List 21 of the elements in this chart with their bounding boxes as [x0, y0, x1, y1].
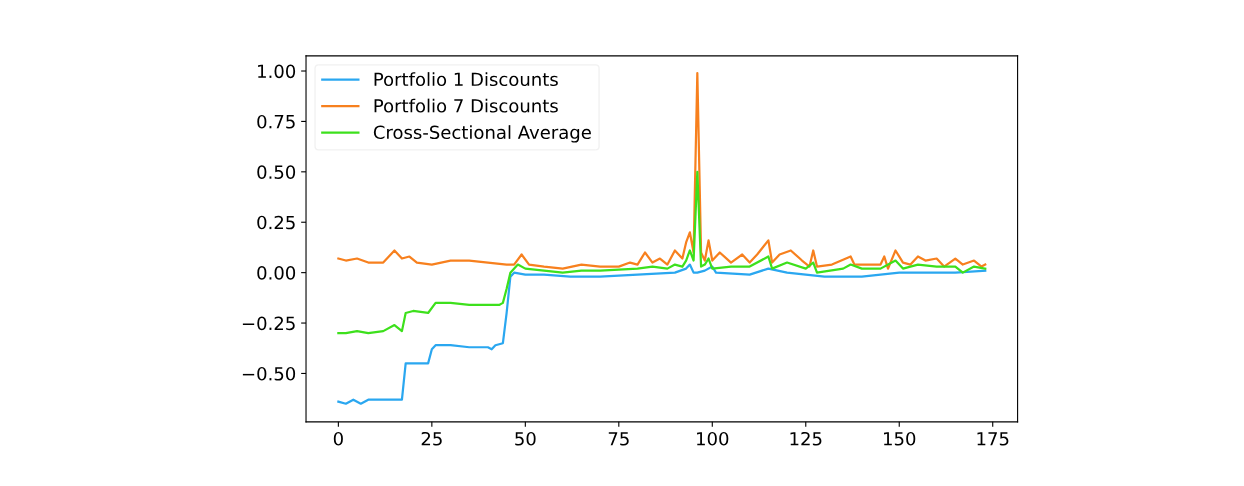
x-tick-label: 100: [697, 431, 729, 446]
y-tick-label: 1.00: [258, 64, 296, 79]
legend-label: Portfolio 1 Discounts: [374, 72, 558, 87]
legend-label: Cross-Sectional Average: [373, 125, 591, 143]
y-tick-label: −0.25: [242, 316, 295, 331]
x-tick-label: 25: [421, 431, 442, 446]
x-tick-label: 0: [333, 431, 343, 446]
x-tick-label: 175: [977, 432, 1009, 446]
x-tick-label: 150: [884, 431, 916, 446]
x-tick-label: 75: [608, 432, 629, 446]
line-series: [337, 71, 987, 270]
legend-label: Portfolio 7 Discounts: [374, 98, 558, 113]
line-series: [337, 263, 987, 405]
y-tick-label: 0.00: [257, 266, 296, 280]
y-tick-label: 0.25: [257, 215, 295, 230]
line-series: [337, 170, 987, 335]
x-tick-label: 125: [790, 431, 822, 446]
y-tick-label: −0.50: [242, 366, 296, 381]
y-tick-label: 0.75: [257, 114, 295, 129]
x-tick-label: 50: [515, 431, 536, 446]
y-tick-label: 0.50: [257, 165, 296, 179]
